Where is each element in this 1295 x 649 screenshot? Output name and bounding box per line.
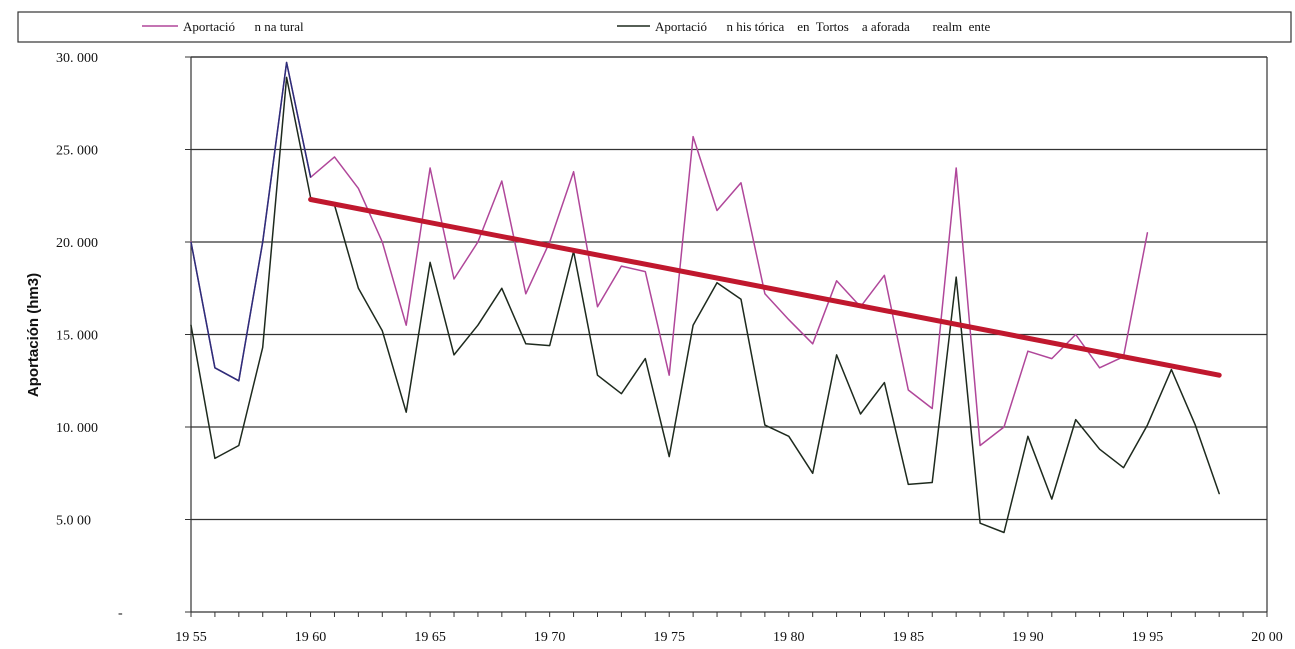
y-tick-label: 5.0 00 <box>56 514 91 529</box>
x-tick-label: 19 80 <box>773 630 805 645</box>
series-layer <box>190 61 1222 534</box>
x-tick-label: 20 00 <box>1251 630 1283 645</box>
x-tick-label: 19 75 <box>653 630 685 645</box>
y-tick-label: 20. 000 <box>56 236 98 251</box>
x-tick-label: 19 90 <box>1012 630 1044 645</box>
y-ticks: - 5.0 00 10. 000 15. 000 20. 000 25. 000 30. 0… <box>56 51 191 621</box>
legend-label-natural: Aportació n na tural <box>183 19 304 34</box>
y-tick-label: 10. 000 <box>56 421 98 436</box>
x-tick-label: 19 95 <box>1132 630 1164 645</box>
legend-box <box>17 11 1292 43</box>
x-tick-label: 19 60 <box>295 630 327 645</box>
legend: Aportació n na tural Aportació n his tór… <box>17 11 1292 43</box>
series-historica-line <box>190 76 1220 534</box>
x-ticks: 19 55 19 60 19 65 19 70 19 75 19 80 19 85 19 90… <box>175 612 1283 645</box>
y-tick-label: 15. 000 <box>56 329 98 344</box>
y-tick-label: 30. 000 <box>56 51 98 66</box>
x-tick-label: 19 65 <box>414 630 446 645</box>
legend-label-historica: Aportació n his tórica en Tortos a afora… <box>655 19 991 34</box>
x-tick-label: 19 85 <box>893 630 925 645</box>
series-natural-line <box>190 61 1149 447</box>
trend-line <box>308 197 1222 378</box>
y-tick-label: - <box>118 606 123 621</box>
y-axis-title: Aportación (hm3) <box>25 273 42 397</box>
x-tick-label: 19 70 <box>534 630 566 645</box>
gridlines <box>191 56 1267 521</box>
series-natural-early-segment <box>190 61 312 382</box>
x-tick-label: 19 55 <box>175 630 207 645</box>
y-tick-label: 25. 000 <box>56 144 98 159</box>
